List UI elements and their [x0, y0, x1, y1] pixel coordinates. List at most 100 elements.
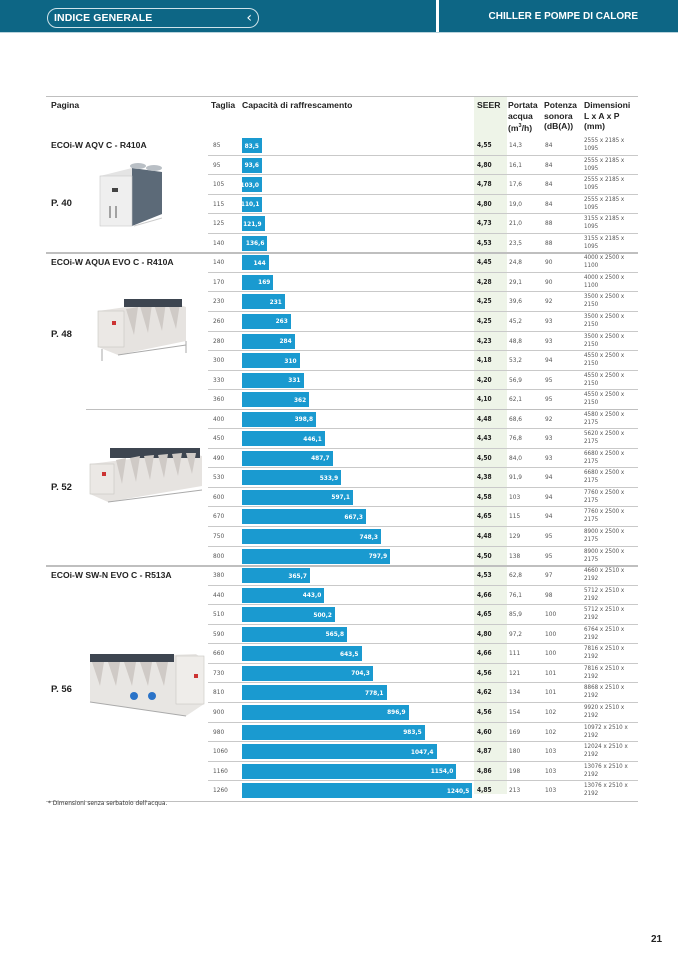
seer-cell: 4,80 — [477, 629, 492, 638]
table-row: 330 331 4,20 56,9 95 4550 x 2500 x 2150 — [208, 371, 638, 391]
capacity-value: 263 — [275, 317, 288, 326]
row-divider — [208, 467, 638, 469]
page-reference-link[interactable]: P. 52 — [51, 481, 72, 493]
portata-cell: 134 — [509, 688, 521, 697]
capacity-bar: 331 — [242, 372, 304, 388]
dimensioni-cell: 12024 x 2510 x 2192 — [584, 743, 628, 759]
page-number: 21 — [651, 934, 663, 945]
capacity-bar: 748,3 — [242, 529, 381, 544]
taglia-cell: 730 — [213, 668, 225, 677]
seer-cell: 4,20 — [477, 375, 492, 384]
table-row: 280 284 4,23 48,8 93 3500 x 2500 x 2150 — [208, 332, 638, 352]
dimensioni-cell: 8900 x 2500 x 2175 — [584, 528, 625, 543]
row-divider — [208, 780, 638, 782]
portata-cell: 14,3 — [509, 141, 523, 149]
chiller-aqv-c-image — [90, 158, 170, 242]
potenza-cell: 100 — [545, 610, 557, 619]
row-divider — [208, 369, 638, 371]
dimensioni-cell: 7760 x 2500 x 2175 — [584, 508, 625, 524]
dimensioni-cell: 4550 x 2500 x 2150 — [584, 352, 625, 368]
portata-cell: 169 — [509, 727, 521, 736]
potenza-cell: 84 — [545, 180, 553, 189]
capacity-value: 398,8 — [294, 415, 314, 424]
group-divider — [86, 408, 638, 410]
portata-cell: 97,2 — [509, 629, 523, 638]
potenza-cell: 93 — [545, 316, 553, 325]
taglia-cell: 510 — [213, 610, 225, 619]
portata-cell: 115 — [509, 512, 521, 521]
seer-cell: 4,48 — [477, 414, 492, 423]
chiller-sw-n-evo-c-image — [86, 646, 206, 726]
taglia-cell: 330 — [213, 375, 225, 384]
dimensioni-cell: 3500 x 2500 x 2150 — [584, 332, 625, 348]
table-row: 300 310 4,18 53,2 94 4550 x 2500 x 2150 — [208, 351, 638, 371]
table-row: 810 778,1 4,62 134 101 8868 x 2510 x 2192 — [208, 683, 638, 703]
index-button[interactable]: INDICE GENERALE ‹ — [47, 8, 259, 28]
taglia-cell: 810 — [213, 688, 225, 697]
table-row: 380 365,7 4,53 62,8 97 4660 x 2510 x 2192 — [208, 566, 638, 586]
table-row: 260 263 4,25 45,2 93 3500 x 2500 x 2150 — [208, 312, 638, 332]
seer-cell: 4,50 — [477, 453, 492, 462]
row-divider — [208, 154, 638, 156]
page-reference-link[interactable]: P. 48 — [51, 329, 72, 341]
taglia-cell: 170 — [213, 277, 225, 286]
dimensioni-cell: 3155 x 2185 x 1095 — [584, 234, 625, 250]
row-divider — [208, 447, 638, 449]
portata-cell: 17,6 — [509, 180, 523, 189]
dimensioni-cell: 2555 x 2185 x 1095 — [584, 137, 625, 152]
capacity-bar: 704,3 — [242, 665, 373, 681]
table-row: 1160 1154,0 4,86 198 103 13076 x 2510 x 2192 — [208, 762, 638, 782]
seer-cell: 4,66 — [477, 590, 492, 599]
capacity-value: 110,1 — [240, 200, 260, 209]
potenza-cell: 95 — [545, 551, 553, 560]
dimensioni-cell: 13076 x 2510 x 2192 — [584, 762, 628, 778]
portata-cell: 24,8 — [509, 258, 523, 267]
seer-cell: 4,53 — [477, 238, 492, 247]
dimensioni-cell: 5712 x 2510 x 2192 — [584, 606, 625, 622]
chiller-aqua-evo-c-large-image — [86, 440, 204, 516]
product-series-title: ECOi-W AQUA EVO C - R410A — [51, 257, 174, 268]
potenza-cell: 95 — [545, 375, 553, 384]
table-top-rule — [46, 96, 638, 97]
capacity-value: 446,1 — [303, 434, 322, 443]
table-row: 800 797,9 4,50 138 95 8900 x 2500 x 2175 — [208, 547, 638, 567]
capacity-bar: 1154,0 — [242, 763, 457, 779]
portata-cell: 85,9 — [509, 610, 523, 619]
dimensioni-cell: 3155 x 2185 x 1095 — [584, 215, 625, 231]
capacity-value: 443,0 — [302, 591, 322, 600]
table-row: 450 446,1 4,43 76,8 93 5620 x 2500 x 2175 — [208, 429, 638, 449]
taglia-cell: 980 — [213, 727, 225, 736]
header-dimensioni-line1: Dimensioni — [584, 100, 631, 110]
potenza-cell: 90 — [545, 258, 553, 267]
taglia-cell: 900 — [213, 707, 225, 716]
header-dimensioni: Dimensioni L x A x P (mm) — [584, 100, 630, 132]
dimensioni-cell: 2555 x 2185 x 1095 — [584, 195, 625, 211]
seer-cell: 4,87 — [477, 747, 492, 756]
capacity-bar: 1047,4 — [242, 744, 437, 760]
section-title: CHILLER E POMPE DI CALORE — [488, 11, 638, 22]
portata-cell: 154 — [509, 707, 521, 716]
page-reference-link[interactable]: P. 56 — [51, 684, 72, 696]
portata-cell: 21,0 — [509, 219, 523, 228]
capacity-bar: 362 — [242, 392, 310, 408]
table-row: 115 110,1 4,80 19,0 84 2555 x 2185 x 1095 — [208, 195, 638, 215]
capacity-value: 533,9 — [319, 473, 339, 482]
capacity-bar: 83,5 — [242, 138, 262, 153]
header-dimensioni-line3: (mm) — [584, 121, 606, 131]
potenza-cell: 88 — [545, 219, 553, 228]
potenza-cell: 95 — [545, 395, 553, 404]
chevron-left-icon: ‹ — [246, 10, 252, 26]
portata-cell: 62,8 — [509, 571, 523, 580]
portata-cell: 29,1 — [509, 277, 523, 286]
capacity-value: 797,9 — [368, 552, 388, 561]
chiller-aqua-evo-c-image — [88, 289, 188, 373]
capacity-value: 231 — [269, 297, 282, 306]
header-potenza-line3: (dB(A)) — [544, 121, 574, 131]
seer-cell: 4,86 — [477, 766, 492, 775]
header-potenza-line2: sonora — [544, 110, 573, 121]
taglia-cell: 230 — [213, 297, 225, 306]
capacity-bar: 1240,5 — [242, 783, 473, 799]
taglia-cell: 1260 — [213, 786, 228, 795]
portata-cell: 138 — [509, 551, 521, 560]
page-reference-link[interactable]: P. 40 — [51, 198, 72, 209]
